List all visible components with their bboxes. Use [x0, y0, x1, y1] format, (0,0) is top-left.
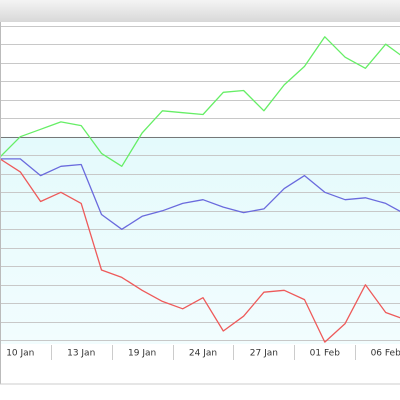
x-tick-label: 10 Jan: [6, 349, 34, 359]
lines: [0, 36, 400, 343]
x-tick-label: 01 Feb: [310, 349, 341, 359]
x-tick-label: 06 Feb: [371, 349, 400, 359]
series-line: [0, 158, 400, 230]
negative-zone: [0, 136, 400, 344]
x-tick-label: 24 Jan: [189, 349, 217, 359]
x-axis: 10 Jan 13 Jan 19 Jan 24 Jan 27 Jan 01 Feb 06 F…: [6, 345, 400, 360]
series-line: [0, 158, 400, 343]
x-tick-label: 27 Jan: [250, 349, 278, 359]
title-bar: [0, 0, 400, 22]
series-line: [0, 36, 400, 167]
grid: [0, 26, 400, 341]
x-tick-label: 13 Jan: [67, 349, 95, 359]
x-tick-label: 19 Jan: [128, 349, 156, 359]
